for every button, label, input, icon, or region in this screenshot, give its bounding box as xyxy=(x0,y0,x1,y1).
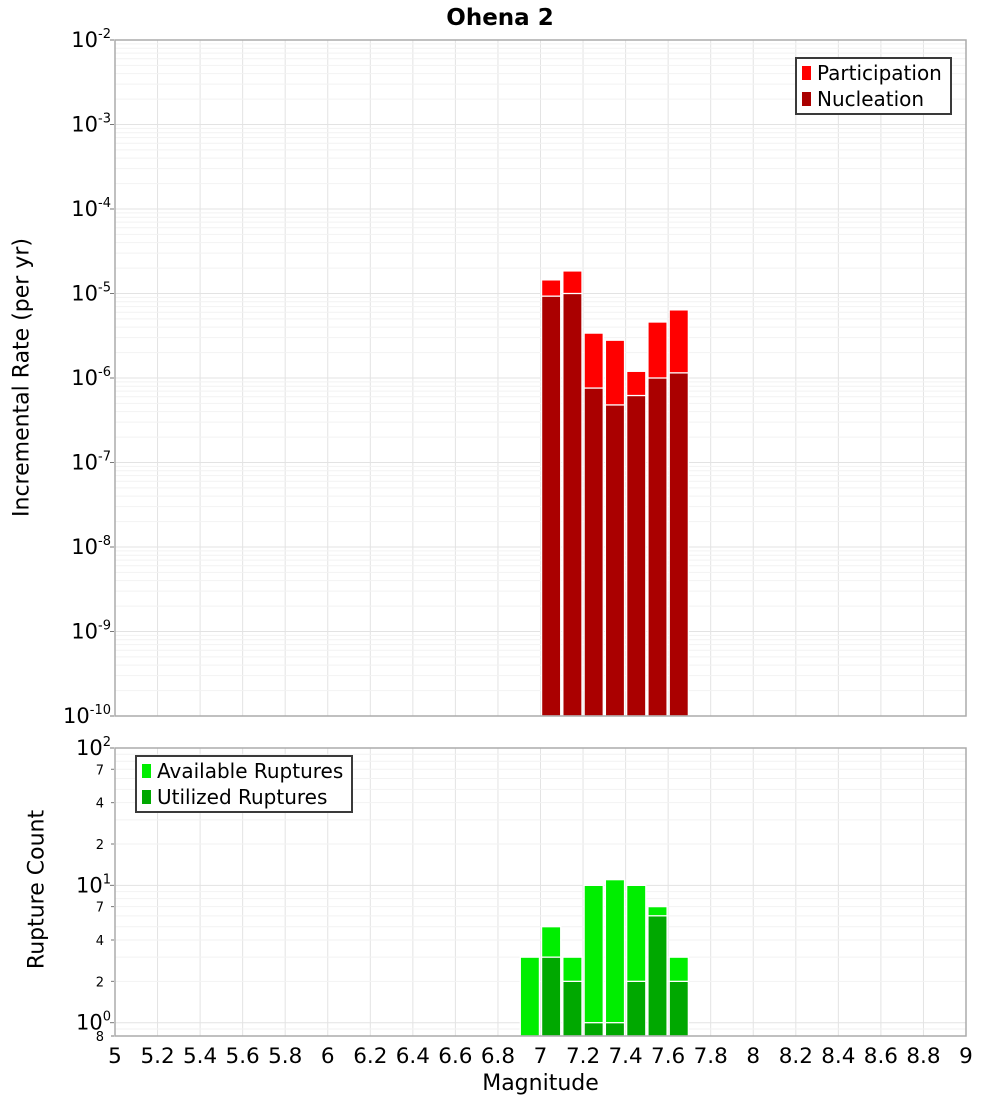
bar xyxy=(647,377,668,717)
bar xyxy=(626,394,647,717)
nucleation-swatch-icon xyxy=(802,92,811,106)
y-tick-label: 10-7 xyxy=(71,450,111,475)
utilized-ruptures-bars xyxy=(540,915,690,1037)
y-tick-label: 102 xyxy=(76,735,111,760)
bar xyxy=(583,387,604,717)
legend-item-nucleation: Nucleation xyxy=(802,86,942,112)
x-tick-label: 6 xyxy=(321,1044,335,1069)
x-tick-label: 5.4 xyxy=(183,1044,217,1069)
x-tick-label: 9 xyxy=(959,1044,973,1069)
bar xyxy=(519,956,541,1037)
y-axis-title-count: Rupture Count xyxy=(24,809,50,970)
y-minor-tick-label: 8 xyxy=(96,1030,104,1045)
gridlines xyxy=(114,40,967,716)
x-tick-label: 5.2 xyxy=(140,1044,174,1069)
y-tick-label: 100 xyxy=(76,1010,111,1035)
y-minor-tick-label: 4 xyxy=(96,797,104,812)
x-tick-label: 8.6 xyxy=(864,1044,898,1069)
x-axis-labels: 5 5.2 5.4 5.6 5.8 6 6.2 6.4 6.6 6.8 7 7.2 7.4 7.6 7.8 8… xyxy=(108,1044,973,1069)
y-tick-label: 10-6 xyxy=(71,365,111,390)
y-minor-tick-label: 2 xyxy=(96,838,104,853)
bar xyxy=(647,915,668,1037)
x-tick-label: 7.4 xyxy=(608,1044,642,1069)
bar xyxy=(604,404,626,717)
x-tick-label: 6.8 xyxy=(481,1044,515,1069)
x-tick-label: 5.6 xyxy=(226,1044,260,1069)
bar xyxy=(668,372,690,717)
x-tick-label: 8.2 xyxy=(779,1044,813,1069)
x-tick-label: 5 xyxy=(108,1044,122,1069)
participation-swatch-icon xyxy=(802,66,811,80)
x-tick-label: 6.2 xyxy=(353,1044,387,1069)
y-tick-label: 10-8 xyxy=(71,534,111,559)
legend-item-participation: Participation xyxy=(802,60,942,86)
bar xyxy=(604,1022,626,1037)
y-tick-label: 101 xyxy=(76,872,111,897)
chart-title: Ohena 2 xyxy=(446,5,554,31)
bar xyxy=(583,1022,604,1037)
plot-frame xyxy=(114,39,967,717)
bar xyxy=(562,980,583,1037)
legend-label-available-ruptures: Available Ruptures xyxy=(157,759,344,783)
x-tick-label: 8.8 xyxy=(906,1044,940,1069)
y-minor-tick-label: 7 xyxy=(96,901,104,916)
bar xyxy=(668,980,690,1037)
x-tick-label: 5.8 xyxy=(268,1044,302,1069)
y-tick-label: 10-9 xyxy=(71,619,111,644)
y-tick-label: 10-10 xyxy=(63,703,111,728)
x-axis-title: Magnitude xyxy=(482,1071,599,1096)
plot-frame xyxy=(114,747,967,1037)
legend-label-participation: Participation xyxy=(817,61,942,85)
x-tick-label: 6.4 xyxy=(396,1044,430,1069)
bar xyxy=(583,884,604,1037)
x-tick-label: 8 xyxy=(746,1044,760,1069)
y-axis-labels: 102 101 100 7 4 2 7 4 2 8 xyxy=(76,735,114,1045)
y-axis-title-rate: Incremental Rate (per yr) xyxy=(9,238,35,517)
x-tick-label: 7.6 xyxy=(651,1044,685,1069)
y-minor-tick-label: 4 xyxy=(96,934,104,949)
utilized-ruptures-swatch-icon xyxy=(142,790,151,804)
y-tick-label: 10-2 xyxy=(71,27,111,52)
y-tick-label: 10-3 xyxy=(71,112,111,137)
x-tick-label: 8.4 xyxy=(821,1044,855,1069)
x-tick-label: 7.2 xyxy=(566,1044,600,1069)
y-minor-tick-label: 7 xyxy=(96,763,104,778)
bar xyxy=(562,292,583,717)
y-axis-labels: 10-2 10-3 10-4 10-5 10-6 10-7 10-8 10-9 10-10 xyxy=(63,27,114,728)
x-tick-label: 7 xyxy=(534,1044,548,1069)
nucleation-bars xyxy=(540,292,690,717)
bar xyxy=(604,879,626,1037)
legend-label-nucleation: Nucleation xyxy=(817,87,925,111)
y-tick-label: 10-4 xyxy=(71,196,111,221)
x-tick-label: 7.8 xyxy=(694,1044,728,1069)
available-ruptures-swatch-icon xyxy=(142,764,151,778)
bar xyxy=(540,295,562,717)
y-tick-label: 10-5 xyxy=(71,281,111,306)
legend-item-utilized-ruptures: Utilized Ruptures xyxy=(142,784,343,810)
y-minor-tick-label: 2 xyxy=(96,975,104,990)
legend-label-utilized-ruptures: Utilized Ruptures xyxy=(157,785,328,809)
legend-item-available-ruptures: Available Ruptures xyxy=(142,758,343,784)
bar xyxy=(626,980,647,1037)
legend-rate: Participation Nucleation xyxy=(795,57,952,115)
legend-count: Available Ruptures Utilized Ruptures xyxy=(135,755,354,813)
x-tick-label: 6.6 xyxy=(438,1044,472,1069)
bar xyxy=(540,956,562,1037)
chart-0: 10-2 10-3 10-4 10-5 10-6 10-7 10-8 10-9 10-10 xyxy=(63,27,967,728)
